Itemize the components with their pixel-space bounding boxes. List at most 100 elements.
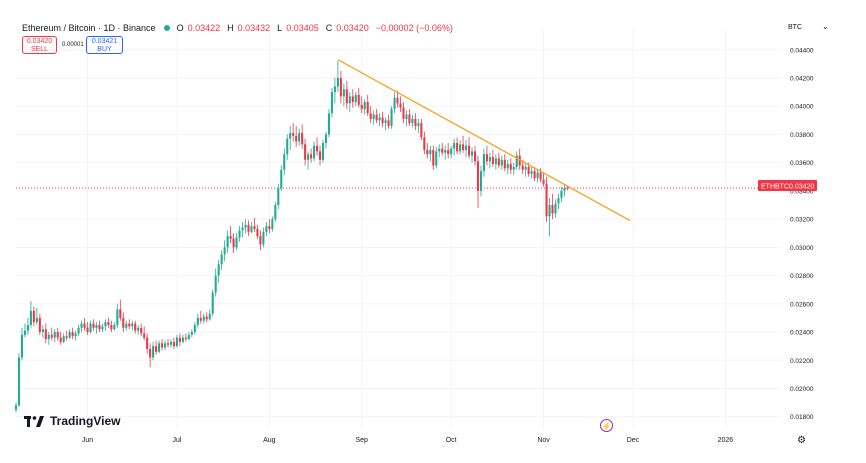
y-tick-label: 0.02800	[790, 273, 814, 280]
candle-body	[503, 159, 506, 169]
close-value: 0.03420	[336, 23, 369, 33]
candle-body	[280, 169, 283, 189]
candle-body	[253, 226, 256, 229]
spread-value: 0.00001	[62, 42, 84, 48]
candle-body	[65, 336, 68, 338]
price-axis[interactable]: 0.04400 0.04200 0.04000 0.03800 0.03600 0.034…	[790, 47, 814, 421]
candle-body	[372, 114, 375, 119]
candle-body	[360, 104, 363, 110]
candle-body	[417, 123, 420, 126]
candle-body	[196, 317, 199, 325]
candle-body	[402, 107, 405, 119]
x-tick-label: Jul	[172, 437, 181, 444]
candle-body	[172, 341, 176, 347]
candle-body	[304, 144, 307, 160]
candle-body	[128, 323, 131, 327]
candle-body	[119, 309, 122, 318]
candle-body	[313, 145, 316, 159]
candle-body	[29, 310, 32, 325]
candle-body	[333, 86, 336, 93]
candle-body	[214, 275, 217, 293]
candle-body	[125, 323, 128, 328]
candle-body	[563, 188, 566, 191]
candle-body	[384, 120, 387, 124]
candle-body	[289, 133, 292, 139]
buy-label: BUY	[97, 46, 112, 53]
candle-body	[181, 337, 184, 342]
candle-body	[363, 101, 366, 110]
candle-body	[155, 346, 158, 352]
candle-body	[205, 316, 208, 320]
candle-body	[393, 97, 396, 110]
candle-body	[423, 137, 426, 150]
lightning-icon[interactable]: ⚡	[600, 419, 613, 432]
candle-body	[548, 205, 551, 217]
candle-body	[104, 322, 107, 327]
candle-body	[405, 114, 408, 119]
last-price-tag-symbol: ETHBTC	[761, 184, 789, 191]
candle-body	[226, 236, 229, 248]
candle-body	[444, 149, 447, 153]
candle-body	[220, 254, 223, 265]
tradingview-logo[interactable]: TradingView	[24, 414, 120, 428]
candle-body	[420, 123, 423, 138]
candle-body	[250, 226, 253, 232]
candle-body	[366, 101, 369, 114]
low-label: L	[277, 23, 283, 33]
chevron-down-icon[interactable]: ⌄	[822, 22, 829, 31]
candle-body	[536, 172, 539, 179]
candle-body	[83, 323, 86, 328]
candle-body	[530, 171, 533, 174]
candle-body	[53, 332, 56, 338]
buy-button[interactable]: 0.03421 BUY	[86, 36, 123, 54]
candle-body	[274, 205, 277, 220]
candle-body	[462, 144, 465, 150]
candle-body	[152, 346, 155, 358]
candle-body	[450, 148, 453, 155]
candle-body	[80, 323, 83, 328]
y-tick-label: 0.02600	[790, 301, 814, 308]
candle-body	[351, 96, 354, 102]
y-tick-label: 0.03600	[790, 160, 814, 167]
symbol-title[interactable]: Ethereum / Bitcoin · 1D · Binance	[22, 23, 156, 33]
tradingview-logo-icon	[24, 415, 44, 427]
candle-body	[17, 357, 21, 406]
y-tick-label: 0.03800	[790, 132, 814, 139]
candle-body	[557, 197, 560, 204]
candles	[14, 61, 569, 413]
candle-body	[357, 94, 360, 105]
gear-icon[interactable]: ⚙	[797, 435, 806, 446]
candle-body	[235, 237, 238, 248]
candle-body	[473, 151, 477, 162]
y-tick-label: 0.04200	[790, 75, 814, 82]
trendline[interactable]	[337, 59, 631, 222]
candle-body	[32, 310, 35, 323]
candle-body	[134, 323, 137, 331]
candle-body	[307, 154, 310, 160]
y-tick-label: 0.01800	[790, 414, 814, 421]
candle-body	[131, 323, 134, 327]
candle-body	[77, 327, 80, 334]
candle-body	[62, 336, 65, 342]
candle-body	[435, 151, 438, 166]
buy-price: 0.03421	[91, 38, 118, 45]
currency-selector[interactable]: BTC	[788, 24, 802, 31]
candle-body	[354, 94, 357, 102]
candle-body	[247, 224, 250, 232]
time-axis[interactable]: Jun Jul Aug Sep Oct Nov Dec 2026	[82, 437, 733, 444]
candle-body	[89, 323, 92, 333]
candle-body	[101, 326, 104, 330]
candle-body	[20, 334, 24, 358]
sell-button[interactable]: 0.03420 SELL	[22, 36, 57, 54]
high-label: H	[227, 23, 234, 33]
candle-body	[238, 230, 241, 238]
candle-body	[295, 135, 298, 142]
candle-body	[318, 151, 322, 160]
candle-body	[438, 148, 441, 152]
candle-body	[38, 317, 41, 333]
x-tick-label: Aug	[263, 437, 276, 444]
candle-body	[217, 264, 220, 276]
candle-body	[241, 227, 244, 231]
candle-body	[554, 203, 557, 214]
